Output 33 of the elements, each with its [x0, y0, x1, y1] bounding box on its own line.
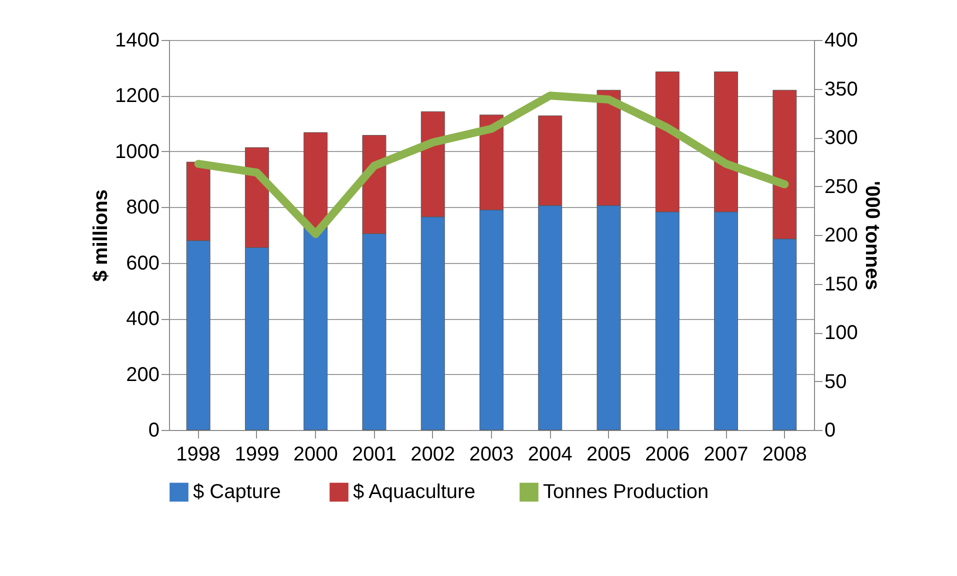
- legend-label: $ Aquaculture: [353, 481, 476, 504]
- x-tick-label: 2007: [704, 444, 748, 466]
- y-tick-label: 1000: [115, 140, 160, 163]
- y2-tick-label: 200: [824, 224, 858, 246]
- y-tick-label: 800: [126, 196, 160, 219]
- y-axis-title: $ millions: [90, 189, 112, 282]
- y2-tick-label: 400: [824, 30, 858, 52]
- y2-axis-title: '000 tonnes: [860, 180, 883, 290]
- y2-tick-label: 50: [824, 370, 847, 393]
- x-tick-label: 2004: [528, 444, 572, 466]
- y2-tick-label: 250: [824, 176, 858, 198]
- x-tick-label: 2000: [293, 444, 338, 466]
- y-tick-label: 0: [148, 420, 160, 442]
- legend-label: Tonnes Production: [543, 481, 709, 504]
- y-tick-label: 600: [126, 252, 160, 274]
- y-tick-label: 400: [126, 308, 160, 330]
- y2-tick-label: 350: [824, 78, 858, 100]
- x-tick-label: 2006: [645, 444, 690, 466]
- x-tick-label: 2003: [469, 444, 514, 466]
- x-tick-label: 2005: [586, 444, 632, 466]
- x-tick-label: 2002: [410, 444, 456, 466]
- y2-tick-label: 150: [824, 273, 858, 296]
- legend-label: $ Capture: [193, 481, 281, 504]
- y2-tick-label: 300: [824, 127, 858, 149]
- y-tick-label: 200: [126, 364, 160, 386]
- y-tick-label: 1400: [115, 30, 160, 52]
- y2-tick-label: 100: [824, 322, 858, 344]
- y2-tick-label: 0: [824, 420, 836, 442]
- y-tick-label: 1200: [115, 85, 160, 108]
- x-tick-label: 1999: [234, 444, 280, 466]
- x-tick-label: 1998: [176, 444, 221, 466]
- x-tick-label: 2001: [352, 444, 396, 466]
- x-tick-label: 2008: [762, 444, 807, 466]
